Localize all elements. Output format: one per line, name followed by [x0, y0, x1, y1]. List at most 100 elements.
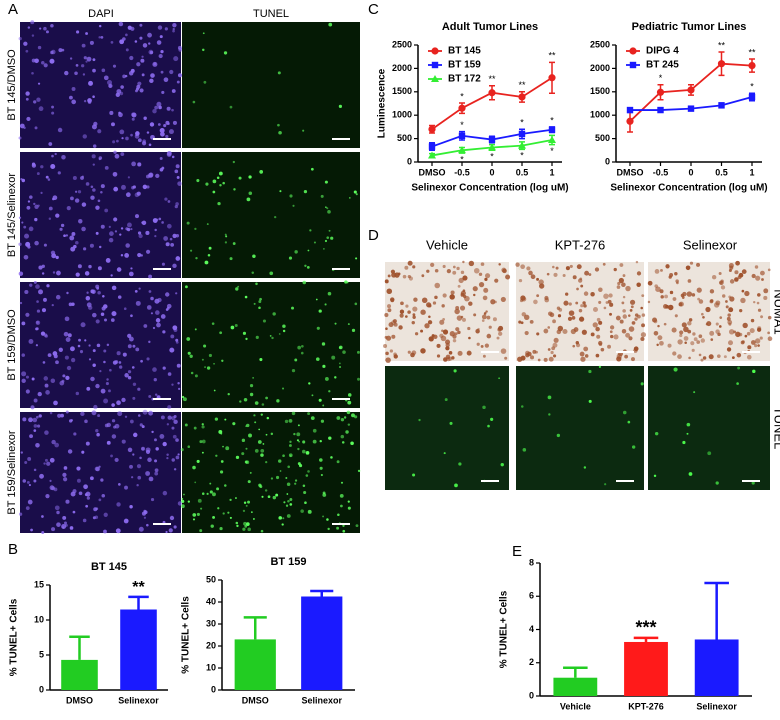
cell	[138, 233, 143, 239]
cell	[37, 424, 41, 428]
cell	[262, 443, 265, 445]
cell	[70, 196, 74, 201]
cell	[245, 337, 248, 341]
cell	[279, 470, 282, 472]
y-tick-label: 30	[206, 618, 216, 628]
y-tick-label: 50	[206, 574, 216, 584]
y-tick-label: 0	[529, 690, 534, 700]
cell	[137, 81, 142, 86]
point	[687, 105, 695, 112]
significance: ***	[635, 618, 656, 638]
cell	[621, 328, 627, 334]
point	[488, 89, 496, 97]
cell	[715, 300, 721, 306]
bar	[301, 596, 343, 690]
cell	[618, 277, 624, 284]
bar	[61, 659, 98, 690]
cell	[480, 262, 485, 266]
column-label: Selinexor	[683, 237, 738, 252]
point	[717, 60, 726, 68]
cell	[536, 277, 539, 281]
cell	[216, 487, 220, 491]
cell	[171, 426, 175, 430]
cell	[488, 325, 492, 329]
cell	[462, 260, 465, 264]
cell	[390, 298, 395, 303]
y-tick-label: 15	[34, 579, 44, 589]
cell	[140, 359, 143, 363]
cell	[121, 397, 126, 403]
y-tick-label: 4	[529, 624, 534, 634]
cell	[244, 295, 248, 299]
cell	[43, 462, 46, 465]
cell	[524, 330, 529, 336]
micrograph	[18, 150, 182, 279]
cell	[172, 434, 177, 439]
cell	[213, 389, 216, 392]
cell	[339, 493, 344, 498]
cell	[137, 252, 142, 258]
cell	[81, 450, 85, 454]
cell	[414, 332, 419, 336]
cell	[477, 327, 480, 331]
cell	[557, 325, 564, 332]
cell	[672, 351, 677, 356]
cell	[289, 455, 292, 457]
cell	[302, 440, 306, 444]
cell	[63, 466, 68, 470]
cell	[305, 450, 310, 455]
cell	[172, 325, 178, 331]
cell	[45, 30, 49, 34]
cell	[302, 129, 305, 132]
cell	[169, 515, 175, 521]
cell	[175, 233, 180, 238]
cell	[122, 352, 127, 357]
cell	[583, 466, 587, 469]
cell	[34, 126, 38, 130]
cell	[28, 483, 31, 487]
cell	[500, 348, 507, 354]
cell	[145, 230, 150, 235]
cell	[442, 264, 446, 269]
cell	[137, 162, 142, 167]
cell	[173, 419, 178, 425]
cell	[411, 350, 417, 356]
column-label: Vehicle	[426, 237, 468, 252]
cell	[292, 204, 295, 207]
cell	[204, 260, 209, 265]
cell	[21, 321, 26, 326]
cell	[170, 334, 175, 339]
cell	[355, 257, 358, 260]
cell	[65, 337, 71, 342]
cell	[209, 482, 212, 485]
cell	[116, 351, 121, 356]
cell	[166, 223, 172, 229]
cell	[265, 396, 268, 400]
cell	[98, 498, 102, 502]
cell	[25, 375, 29, 379]
x-tick-label: Selinexor	[696, 701, 737, 711]
cell	[80, 411, 85, 417]
cell	[592, 307, 598, 313]
cell	[148, 340, 151, 344]
cell	[498, 377, 501, 380]
cell	[149, 78, 154, 84]
cell	[73, 432, 77, 436]
cell	[441, 329, 444, 333]
cell	[654, 269, 660, 274]
legend-label: DIPG 4	[646, 46, 679, 57]
cell	[203, 344, 207, 348]
cell	[505, 274, 511, 280]
cell	[129, 55, 134, 61]
cell	[272, 312, 276, 316]
cell	[129, 504, 133, 509]
x-axis-label: Selinexor Concentration (log uM)	[411, 183, 568, 194]
cell	[744, 334, 748, 338]
cell	[177, 453, 180, 456]
cell	[112, 140, 116, 144]
cell	[129, 464, 133, 469]
cell	[308, 382, 311, 385]
cell	[65, 499, 70, 504]
cell	[604, 483, 607, 486]
cell	[22, 417, 27, 422]
